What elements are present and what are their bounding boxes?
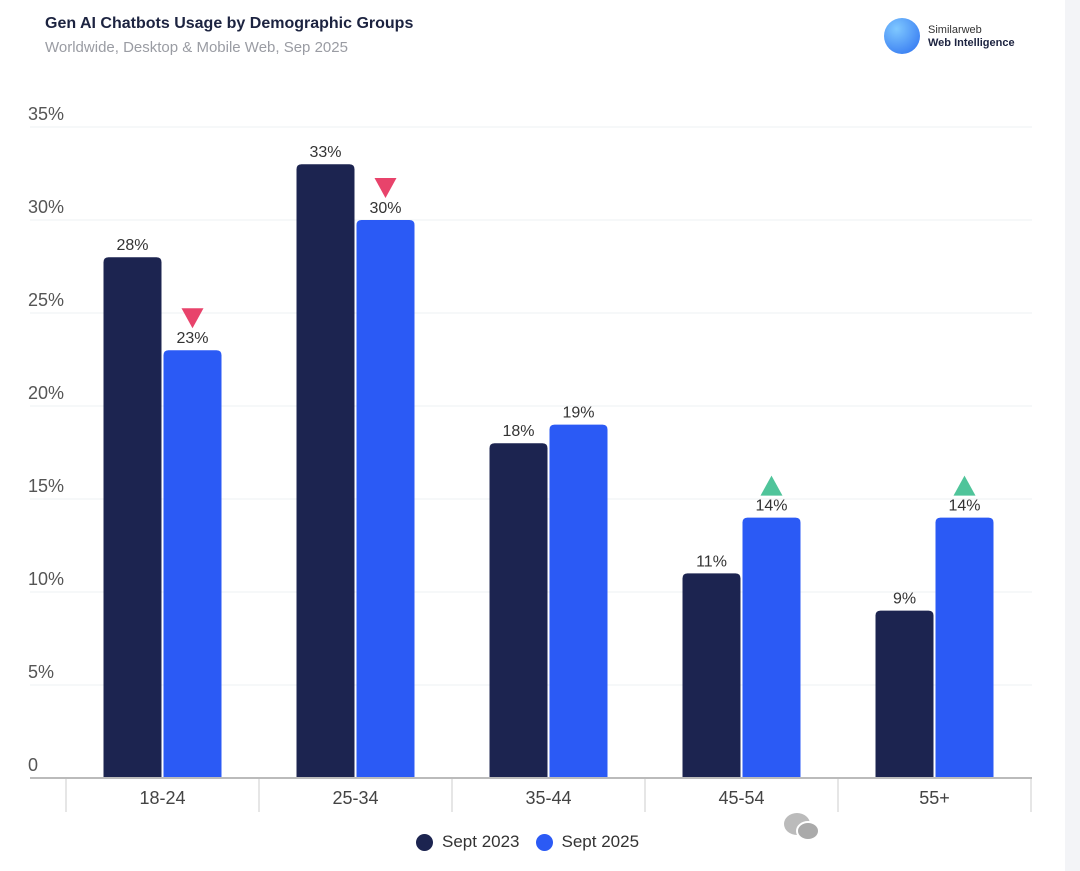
decrease-arrow-icon <box>181 308 204 329</box>
data-label: 23% <box>176 330 208 347</box>
bar-sept-2023 <box>296 164 355 778</box>
y-tick-label: 30% <box>28 197 64 217</box>
chart-title: Gen AI Chatbots Usage by Demographic Gro… <box>45 15 414 32</box>
data-label: 14% <box>755 498 787 515</box>
brand-name: Similarweb <box>928 24 982 36</box>
bar-sept-2025 <box>163 350 222 778</box>
bar-sept-2023 <box>489 443 548 778</box>
data-label: 30% <box>369 200 401 217</box>
y-tick-label: 10% <box>28 569 64 589</box>
data-label: 19% <box>562 405 594 422</box>
y-tick-label: 15% <box>28 476 64 496</box>
bar-sept-2025 <box>935 517 994 778</box>
x-tick-label: 45-54 <box>718 788 764 808</box>
similarweb-logo-icon <box>884 18 920 54</box>
data-label: 28% <box>116 237 148 254</box>
y-tick-label: 25% <box>28 290 64 310</box>
y-tick-label: 20% <box>28 383 64 403</box>
right-edge-strip <box>1065 0 1080 871</box>
legend-item-2025: Sept 2025 <box>535 832 640 852</box>
y-tick-label: 0 <box>28 755 38 775</box>
data-label: 11% <box>696 553 727 570</box>
data-label: 33% <box>309 144 341 161</box>
bar-sept-2025 <box>742 517 801 778</box>
data-label: 14% <box>948 498 980 515</box>
x-tick-label: 55+ <box>919 788 950 808</box>
x-tick-label: 35-44 <box>525 788 571 808</box>
bar-sept-2025 <box>549 424 608 778</box>
brand-tagline: Web Intelligence <box>928 37 1015 49</box>
bar-sept-2023 <box>682 573 741 778</box>
y-tick-label: 35% <box>28 104 64 124</box>
decrease-arrow-icon <box>374 178 397 198</box>
bar-sept-2023 <box>875 610 934 778</box>
bar-sept-2025 <box>356 220 415 778</box>
legend-swatch <box>416 833 433 851</box>
data-label: 9% <box>893 591 916 608</box>
increase-arrow-icon <box>760 475 783 496</box>
x-tick-label: 25-34 <box>332 788 378 808</box>
data-label: 18% <box>502 423 534 440</box>
legend-label: Sept 2025 <box>561 832 640 851</box>
chart-subtitle: Worldwide, Desktop & Mobile Web, Sep 202… <box>45 39 348 56</box>
legend-item-2023: Sept 2023 <box>416 832 520 852</box>
x-tick-label: 18-24 <box>139 788 185 808</box>
bar-sept-2023 <box>103 257 162 778</box>
legend: Sept 2023 Sept 2025 <box>416 832 655 852</box>
wechat-watermark-icon <box>784 813 820 841</box>
legend-swatch <box>535 833 553 851</box>
legend-label: Sept 2023 <box>442 832 520 851</box>
increase-arrow-icon <box>953 475 976 496</box>
y-tick-label: 5% <box>28 662 54 682</box>
